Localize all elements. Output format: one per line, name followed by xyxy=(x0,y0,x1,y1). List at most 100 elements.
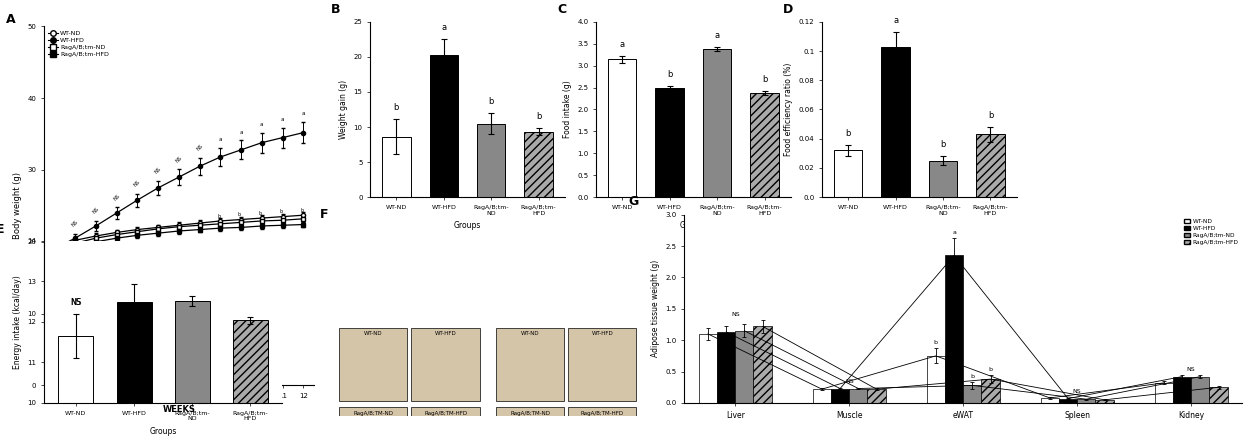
Y-axis label: Energy intake (kcal/day): Energy intake (kcal/day) xyxy=(13,275,21,369)
Text: D: D xyxy=(783,3,793,16)
Text: G: G xyxy=(629,195,639,208)
Bar xyxy=(831,389,850,403)
Text: NS: NS xyxy=(133,180,142,188)
Text: b: b xyxy=(989,367,993,372)
X-axis label: WEEKS: WEEKS xyxy=(162,405,196,413)
Text: E: E xyxy=(0,223,5,236)
Y-axis label: Food efficiency ratio (%): Food efficiency ratio (%) xyxy=(784,63,793,156)
Text: b: b xyxy=(259,211,262,216)
Text: NS: NS xyxy=(154,166,162,175)
Text: b: b xyxy=(934,340,937,345)
Legend: WT-ND, WT-HFD, RagA/B;tm-ND, RagA/B;tm-HFD: WT-ND, WT-HFD, RagA/B;tm-ND, RagA/B;tm-H… xyxy=(46,29,110,58)
Bar xyxy=(655,88,684,197)
Text: NS: NS xyxy=(1187,367,1196,372)
Bar xyxy=(850,389,867,403)
Bar xyxy=(496,328,565,401)
Bar xyxy=(750,93,779,197)
Bar xyxy=(735,331,753,403)
X-axis label: Groups: Groups xyxy=(680,221,707,230)
Bar xyxy=(429,55,458,197)
Text: b: b xyxy=(762,74,767,84)
Text: NS: NS xyxy=(730,312,739,317)
Text: a: a xyxy=(240,130,243,135)
Y-axis label: Food intake (g): Food intake (g) xyxy=(562,81,572,138)
Bar xyxy=(1210,387,1227,403)
Text: C: C xyxy=(557,3,566,16)
Text: WT-HFD: WT-HFD xyxy=(434,332,457,336)
Bar xyxy=(717,332,735,403)
Bar xyxy=(382,137,410,197)
Text: b: b xyxy=(488,97,494,106)
Text: b: b xyxy=(846,128,851,138)
Bar xyxy=(1077,399,1096,403)
Text: b: b xyxy=(940,140,946,149)
Text: a: a xyxy=(894,16,899,25)
Text: a: a xyxy=(281,117,285,122)
Bar xyxy=(477,124,506,197)
Text: NS: NS xyxy=(1073,389,1082,394)
Text: a: a xyxy=(620,39,625,49)
Text: RagA/B;TM-HFD: RagA/B;TM-HFD xyxy=(424,410,467,416)
Bar xyxy=(412,407,479,438)
Bar xyxy=(1155,383,1173,403)
X-axis label: Groups: Groups xyxy=(149,427,177,436)
X-axis label: Groups: Groups xyxy=(454,221,481,230)
Bar xyxy=(926,356,945,403)
Text: b: b xyxy=(536,113,541,121)
Text: b: b xyxy=(238,212,241,217)
Bar xyxy=(339,407,408,438)
Bar xyxy=(1191,377,1210,403)
Text: NS: NS xyxy=(70,298,82,307)
Bar xyxy=(813,389,831,403)
Y-axis label: Weight gain (g): Weight gain (g) xyxy=(339,80,348,139)
Bar xyxy=(699,334,717,403)
Bar xyxy=(117,303,152,438)
Bar xyxy=(339,328,408,401)
Text: WT-ND: WT-ND xyxy=(364,332,383,336)
Text: a: a xyxy=(301,111,305,116)
X-axis label: Groups: Groups xyxy=(906,221,932,230)
Text: a: a xyxy=(953,230,956,235)
Text: RagA/B;TM-ND: RagA/B;TM-ND xyxy=(511,410,551,416)
Text: b: b xyxy=(988,111,993,120)
Bar xyxy=(703,49,732,197)
Text: NS: NS xyxy=(113,193,120,201)
Bar xyxy=(833,150,862,197)
Text: A: A xyxy=(6,13,16,26)
Text: RagA/B;TM-HFD: RagA/B;TM-HFD xyxy=(581,410,624,416)
Text: a: a xyxy=(218,137,222,142)
Bar xyxy=(964,385,981,403)
Legend: WT-ND, WT-HFD, RagA/B;tm-ND, RagA/B;tm-HFD: WT-ND, WT-HFD, RagA/B;tm-ND, RagA/B;tm-H… xyxy=(1183,218,1240,246)
Text: F: F xyxy=(320,208,329,221)
Bar xyxy=(412,328,479,401)
Text: NS: NS xyxy=(845,379,853,385)
Text: B: B xyxy=(331,3,341,16)
Text: NS: NS xyxy=(70,220,79,228)
Bar xyxy=(945,255,964,403)
Bar xyxy=(867,389,886,403)
Text: b: b xyxy=(217,214,221,219)
Bar xyxy=(569,407,636,438)
Bar xyxy=(233,320,267,438)
Bar xyxy=(1059,399,1077,403)
Bar xyxy=(496,407,565,438)
Text: b: b xyxy=(666,70,673,79)
Text: a: a xyxy=(260,122,264,127)
Bar xyxy=(1040,398,1059,403)
Bar xyxy=(59,336,93,438)
Bar xyxy=(1096,400,1113,403)
Bar xyxy=(981,379,1000,403)
Y-axis label: Adipose tissue weight (g): Adipose tissue weight (g) xyxy=(650,260,660,357)
Bar xyxy=(174,301,210,438)
Text: a: a xyxy=(714,31,719,40)
Y-axis label: Body weight (g): Body weight (g) xyxy=(13,173,21,239)
Text: NS: NS xyxy=(70,298,82,307)
Text: WT-ND: WT-ND xyxy=(521,332,540,336)
Text: b: b xyxy=(394,103,399,112)
Text: NS: NS xyxy=(174,155,183,163)
Text: RagA/B;TM-ND: RagA/B;TM-ND xyxy=(354,410,394,416)
Text: NS: NS xyxy=(196,144,203,152)
Text: NS: NS xyxy=(92,207,100,215)
Bar xyxy=(929,161,958,197)
Bar xyxy=(753,326,772,403)
